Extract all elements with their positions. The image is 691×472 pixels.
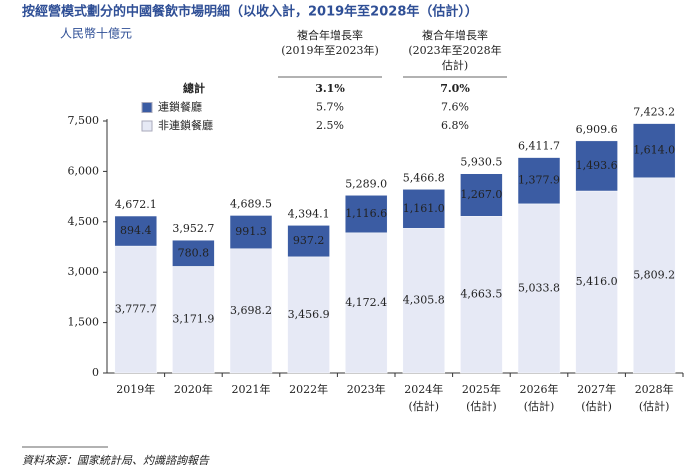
bar-value-label: 4,172.4 bbox=[345, 296, 387, 309]
bar-segment bbox=[402, 189, 446, 229]
bar-value-label: 5,809.2 bbox=[633, 268, 675, 281]
table-header: 複合年增長率 bbox=[422, 28, 488, 42]
total-label: 6,909.6 bbox=[576, 123, 618, 136]
legend-swatch bbox=[141, 102, 153, 113]
bar-segment bbox=[517, 157, 561, 205]
total-label: 5,930.5 bbox=[460, 156, 502, 169]
x-tick-label: (估計) bbox=[466, 399, 497, 413]
bar-value-label: 991.3 bbox=[235, 225, 267, 238]
source-note: 資料來源：國家統計局、灼識諮詢報告 bbox=[22, 454, 210, 467]
bar-segment bbox=[460, 173, 503, 217]
y-tick-label: 7,500 bbox=[68, 114, 100, 127]
bar-value-label: 937.2 bbox=[293, 234, 325, 247]
x-tick-label: 2020年 bbox=[174, 382, 213, 396]
total-label: 6,411.7 bbox=[518, 140, 560, 153]
table-header: 估計) bbox=[442, 58, 468, 72]
bar-value-label: 1,493.6 bbox=[576, 159, 618, 172]
table-row-label: 連鎖餐廳 bbox=[158, 100, 202, 114]
x-tick-label: 2023年 bbox=[347, 382, 386, 396]
bar-segment bbox=[172, 239, 215, 267]
table-cell: 7.0% bbox=[440, 82, 470, 95]
bar-value-label: 1,161.0 bbox=[403, 202, 445, 215]
total-label: 4,689.5 bbox=[230, 197, 272, 210]
table-header: (2019年至2023年) bbox=[281, 43, 379, 57]
total-label: 5,289.0 bbox=[345, 177, 387, 190]
unit-label: 人民幣十億元 bbox=[60, 27, 132, 41]
bar-segment bbox=[229, 248, 273, 374]
chart-title: 按經營模式劃分的中國餐飲市場明細（以收入計，2019年至2028年（估計）） bbox=[22, 4, 478, 20]
bar-value-label: 1,116.6 bbox=[345, 207, 387, 220]
total-label: 7,423.2 bbox=[633, 106, 675, 119]
y-tick-label: 6,000 bbox=[68, 164, 100, 177]
bar-value-label: 894.4 bbox=[120, 224, 152, 237]
bar-value-label: 1,377.9 bbox=[518, 174, 560, 187]
x-tick-label: 2019年 bbox=[116, 382, 155, 396]
bar-value-label: 3,171.9 bbox=[172, 313, 214, 326]
bar-value-label: 5,416.0 bbox=[576, 275, 618, 288]
bar-value-label: 3,456.9 bbox=[288, 308, 330, 321]
bar-segment bbox=[575, 190, 618, 374]
bar-segment bbox=[402, 228, 446, 374]
bar-segment bbox=[575, 140, 618, 192]
x-tick-label: 2028年 bbox=[635, 382, 674, 396]
x-tick-label: (估計) bbox=[524, 399, 555, 413]
total-label: 5,466.8 bbox=[403, 171, 445, 184]
x-tick-label: (估計) bbox=[639, 399, 670, 413]
x-tick-label: 2024年 bbox=[404, 382, 443, 396]
y-tick-label: 1,500 bbox=[68, 316, 100, 329]
bar-value-label: 3,777.7 bbox=[115, 303, 157, 316]
bar-value-label: 780.8 bbox=[178, 246, 210, 259]
x-tick-label: 2026年 bbox=[520, 382, 559, 396]
total-label: 4,394.1 bbox=[288, 207, 330, 220]
x-tick-label: 2021年 bbox=[232, 382, 271, 396]
table-row-label: 非連鎖餐廳 bbox=[158, 118, 213, 132]
bar-segment bbox=[287, 225, 330, 258]
table-cell: 3.1% bbox=[315, 82, 345, 95]
table-cell: 6.8% bbox=[441, 119, 469, 132]
x-tick-label: 2022年 bbox=[289, 382, 328, 396]
bar-segment bbox=[114, 215, 158, 247]
table-header: 複合年增長率 bbox=[297, 28, 363, 42]
bar-value-label: 3,698.2 bbox=[230, 304, 272, 317]
table-cell: 2.5% bbox=[316, 119, 344, 132]
total-label: 3,952.7 bbox=[172, 222, 214, 235]
table-header: (2023年至2028年 bbox=[408, 43, 501, 57]
bar-value-label: 4,305.8 bbox=[403, 294, 445, 307]
table-cell: 5.7% bbox=[316, 101, 344, 114]
bar-segment bbox=[632, 177, 676, 374]
bar-segment bbox=[172, 266, 215, 374]
bar-value-label: 1,614.0 bbox=[633, 144, 675, 157]
total-label: 4,672.1 bbox=[115, 198, 157, 211]
bar-value-label: 4,663.5 bbox=[460, 288, 502, 301]
legend-swatch bbox=[141, 120, 153, 132]
x-tick-label: (估計) bbox=[409, 399, 440, 413]
bar-segment bbox=[344, 232, 388, 374]
table-row-label: 總計 bbox=[183, 81, 205, 95]
x-tick-label: 2027年 bbox=[577, 382, 616, 396]
y-tick-label: 4,500 bbox=[68, 215, 100, 228]
bar-value-label: 1,267.0 bbox=[460, 188, 502, 201]
table-cell: 7.6% bbox=[441, 101, 469, 114]
x-tick-label: 2025年 bbox=[462, 382, 501, 396]
bar-segment bbox=[344, 195, 388, 234]
x-tick-label: (估計) bbox=[581, 399, 612, 413]
bar-value-label: 5,033.8 bbox=[518, 281, 560, 294]
bar-segment bbox=[632, 123, 676, 179]
bar-segment bbox=[460, 216, 503, 374]
y-tick-label: 3,000 bbox=[68, 265, 100, 278]
bar-segment bbox=[114, 245, 158, 374]
bar-segment bbox=[229, 215, 273, 249]
y-tick-label: 0 bbox=[92, 366, 99, 379]
